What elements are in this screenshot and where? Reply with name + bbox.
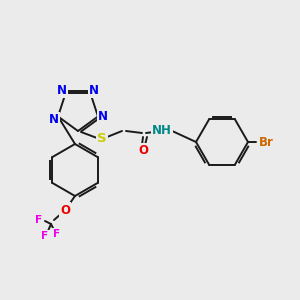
Text: S: S xyxy=(97,133,107,146)
Text: F: F xyxy=(35,215,43,225)
Text: F: F xyxy=(41,231,49,241)
Text: O: O xyxy=(138,145,148,158)
Text: Br: Br xyxy=(259,136,273,148)
Text: N: N xyxy=(89,83,99,97)
Text: O: O xyxy=(60,203,70,217)
Text: N: N xyxy=(98,110,108,123)
Text: F: F xyxy=(53,229,61,239)
Text: N: N xyxy=(57,83,67,97)
Text: N: N xyxy=(49,113,59,126)
Text: NH: NH xyxy=(152,124,172,136)
